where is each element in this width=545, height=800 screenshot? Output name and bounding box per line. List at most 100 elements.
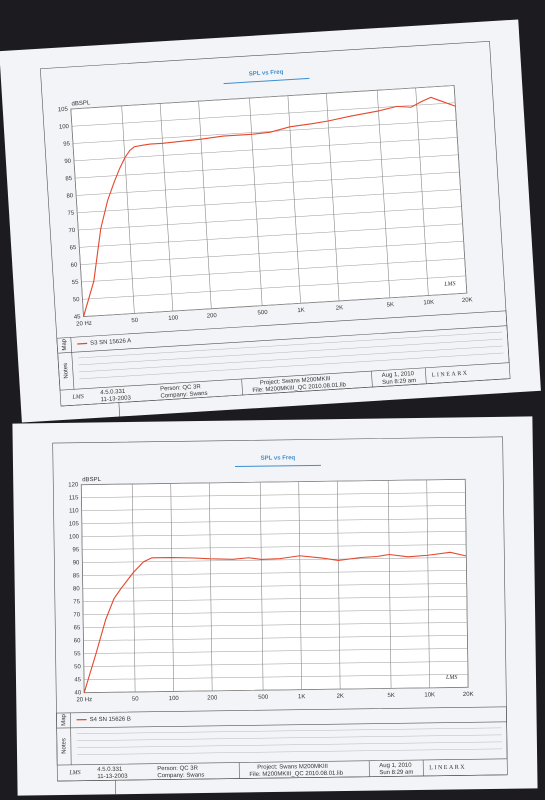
panel-label: Map [61, 338, 68, 351]
grid-line [298, 481, 302, 690]
x-tick-label: 20 Hz [76, 321, 92, 328]
grid-line [82, 596, 467, 602]
x-tick-label: 50 [132, 696, 139, 702]
footer-brand: LINEARX [429, 765, 466, 772]
grid-line [83, 292, 467, 317]
y-tick-label: 90 [64, 159, 72, 165]
y-tick-label: 40 [74, 690, 81, 696]
x-tick-label: 10K [423, 300, 434, 307]
title-underline [223, 77, 310, 85]
x-tick-label: 500 [258, 695, 269, 701]
grid-line [198, 101, 212, 309]
grid-line [74, 137, 458, 162]
grid-line [83, 609, 468, 615]
notes-rule [77, 748, 503, 755]
footer-test-date: Aug 1, 2010 [379, 763, 412, 769]
x-tick-label: 50 [131, 318, 139, 324]
footer-person: Person: QC 3R [157, 766, 198, 773]
x-tick-label: 100 [169, 696, 180, 702]
legend-label: S4 SN 15626 B [90, 717, 131, 724]
grid-line [249, 98, 263, 306]
grid-line [82, 570, 467, 576]
grid-line [426, 479, 430, 688]
grid-line [83, 661, 468, 667]
grid-line [78, 206, 462, 231]
y-tick-label: 55 [74, 651, 81, 657]
x-tick-label: 20K [463, 692, 474, 698]
y-tick-label: 85 [73, 573, 80, 579]
panel-frame [56, 706, 508, 766]
footer-divider [371, 371, 373, 388]
series-line [83, 551, 467, 693]
x-tick-label: 10K [424, 692, 435, 698]
panel-frame [56, 310, 510, 391]
y-tick-label: 105 [58, 107, 69, 114]
grid-line [287, 95, 301, 304]
grid-line [81, 505, 466, 511]
panel-divider [56, 721, 507, 729]
grid-line [336, 481, 341, 690]
watermark: LMS [445, 675, 457, 681]
x-tick-label: 20 Hz [76, 697, 92, 703]
grid-line [82, 275, 466, 300]
panel-label: Notes [63, 363, 70, 379]
grid-line [259, 482, 264, 691]
footer-test-date: Aug 1, 2010 [382, 371, 415, 379]
grid-line [208, 482, 213, 691]
footer-divider [425, 367, 427, 384]
grid-line [83, 648, 468, 654]
grid-line [81, 258, 465, 283]
footer-company: Company: Swans [160, 391, 207, 400]
grid-line [83, 674, 468, 680]
grid-line [71, 102, 456, 127]
x-tick-label: 2K [336, 305, 344, 311]
grid-line [170, 483, 174, 692]
x-tick-label: 200 [207, 695, 218, 701]
chart-title: SPL vs Freq [261, 455, 296, 461]
legend-label: S3 SN 15626 A [90, 338, 131, 346]
grid-line [83, 635, 468, 641]
footer-test-time: Sun 8:29 am [382, 378, 416, 386]
y-tick-label: 60 [74, 638, 81, 644]
footer-version: 4.5.0.331 [100, 389, 126, 397]
grid-line [80, 240, 464, 265]
y-tick-label: 65 [74, 625, 81, 631]
footer-file: File: M200MKIII_QC 2010.08.01.lib [252, 382, 347, 394]
chart-title: SPL vs Freq [249, 69, 284, 77]
panel-divider [57, 325, 507, 354]
notes-rule [79, 352, 504, 380]
footer-company: Company: Swans [157, 773, 204, 780]
footer-divider [118, 402, 121, 417]
y-tick-label: 120 [68, 482, 79, 488]
y-tick-label: 50 [73, 297, 81, 303]
legend-swatch [77, 342, 88, 345]
grid-line [70, 85, 455, 110]
y-tick-label: 110 [69, 508, 79, 514]
footer-divider [57, 774, 508, 782]
grid-line [376, 90, 391, 298]
grid-line [81, 479, 466, 485]
grid-line [83, 622, 468, 628]
paper: SPL vs Freq 45 50 55 60 65 70 75 80 85 90 95 100 105 2… [0, 19, 541, 423]
notes-rule [76, 741, 502, 748]
y-tick-label: 100 [59, 124, 70, 131]
y-tick-label: 70 [68, 228, 76, 234]
grid-line [121, 105, 135, 314]
y-axis-label: dBSPL [82, 477, 101, 483]
footer-date: 11-13-2003 [101, 395, 132, 403]
paper: SPL vs Freq 40 45 50 55 60 65 70 75 80 85 90 95 100 10… [12, 416, 538, 796]
grid-line [464, 479, 469, 688]
x-tick-label: 5K [387, 693, 394, 699]
footer-test-time: Sun 8:29 am [379, 770, 413, 776]
x-tick-label: 1K [297, 308, 305, 314]
grid-line [387, 480, 392, 689]
grid-line [81, 518, 466, 524]
footer-divider [60, 378, 511, 407]
notes-rule [76, 727, 502, 734]
x-tick-label: 500 [257, 310, 268, 317]
grid-line [453, 85, 468, 294]
footer-brand: LINEARX [432, 371, 469, 379]
grid-line [82, 557, 467, 563]
footer-project: Project: Swans M200MKIII [257, 764, 328, 771]
